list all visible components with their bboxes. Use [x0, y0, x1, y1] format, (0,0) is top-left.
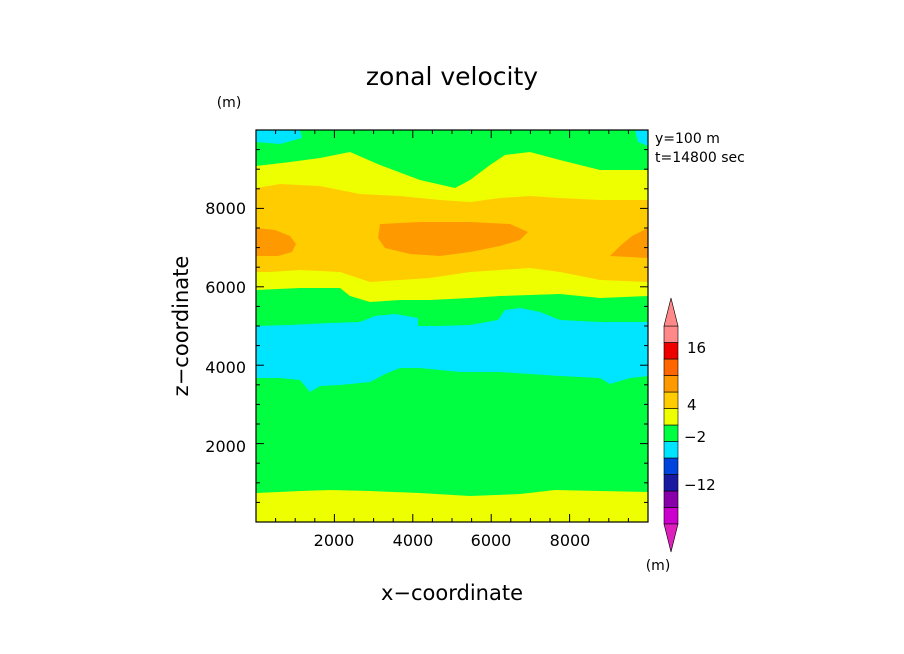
colorbar-swatch	[663, 391, 679, 409]
colorbar-unit: (m)	[646, 558, 671, 574]
colorbar-swatch	[663, 424, 679, 442]
colorbar-swatch	[663, 375, 679, 393]
colorbar	[663, 297, 679, 553]
field-cyan-top-left	[256, 130, 302, 144]
colorbar-swatch	[663, 441, 679, 459]
colorbar-swatch	[663, 342, 679, 360]
x-axis-label: x−coordinate	[381, 581, 523, 605]
colorbar-swatch	[663, 507, 679, 525]
colorbar-swatch	[663, 474, 679, 492]
colorbar-swatch	[663, 490, 679, 508]
field-orange-core-center	[378, 222, 528, 256]
colorbar-label: −12	[684, 476, 716, 494]
field-yellow-bottom	[256, 490, 648, 522]
field-cyan-top-right	[635, 130, 648, 146]
annotation-y-location: y=100 m	[655, 131, 720, 147]
y-axis-label: z−coordinate	[169, 256, 193, 397]
x-tick-label: 4000	[393, 531, 434, 550]
contour-field	[256, 130, 648, 522]
field-cyan-band	[256, 308, 648, 392]
colorbar-label: −2	[684, 428, 706, 446]
colorbar-swatch	[663, 325, 679, 343]
colorbar-swatch	[663, 408, 679, 426]
y-tick-label: 8000	[205, 199, 246, 218]
colorbar-swatch	[663, 457, 679, 475]
colorbar-label: 16	[687, 339, 706, 357]
annotation-time: t=14800 sec	[655, 150, 745, 166]
colorbar-extend-top	[663, 297, 679, 327]
y-tick-label: 2000	[205, 437, 246, 456]
axis-ticks	[256, 130, 648, 522]
colorbar-swatch	[663, 358, 679, 376]
x-tick-label: 2000	[314, 531, 355, 550]
x-tick-label: 8000	[550, 531, 591, 550]
colorbar-extend-bottom	[663, 523, 679, 553]
x-tick-label: 6000	[471, 531, 512, 550]
y-unit-label: (m)	[217, 95, 242, 111]
field-orange-core-right	[610, 228, 648, 258]
colorbar-label: 4	[687, 396, 697, 414]
chart-title: zonal velocity	[366, 62, 538, 91]
field-orange-core-left	[256, 228, 296, 256]
y-tick-label: 4000	[205, 358, 246, 377]
y-tick-label: 6000	[205, 278, 246, 297]
